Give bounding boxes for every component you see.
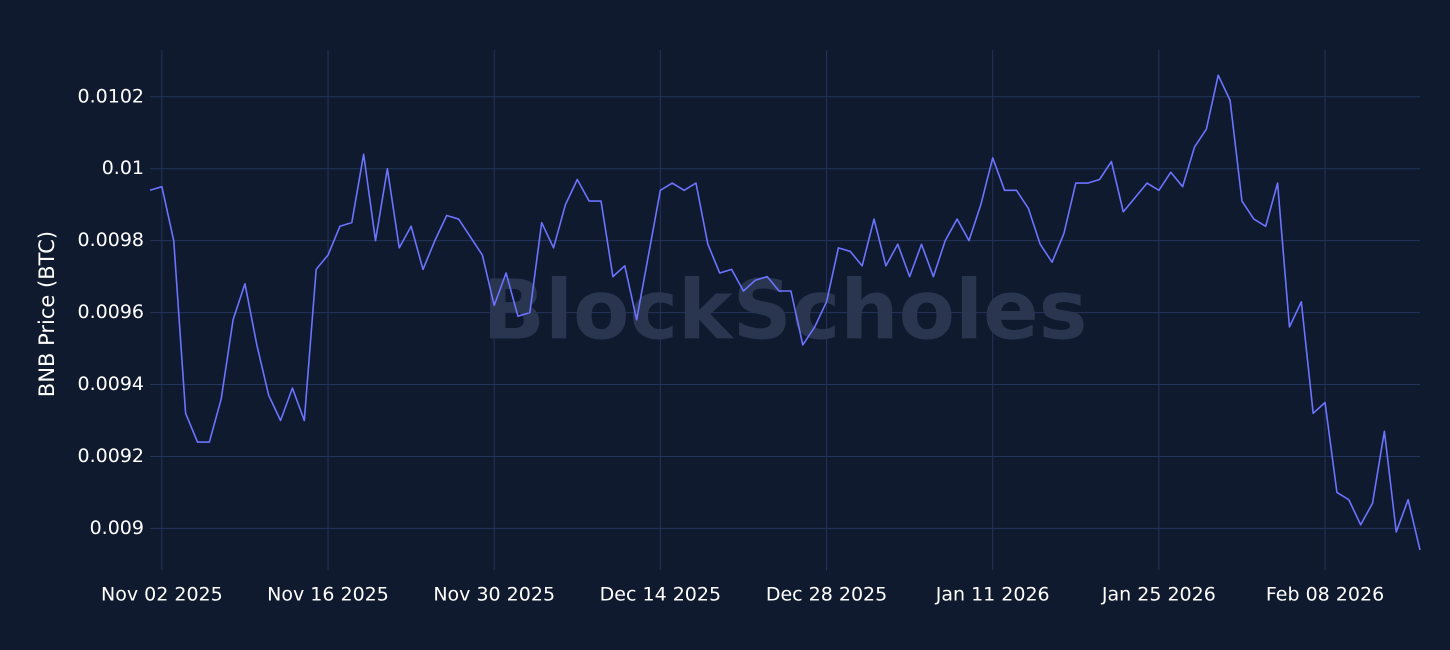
x-tick-label: Nov 30 2025 (433, 584, 555, 606)
x-tick-label: Feb 08 2026 (1266, 584, 1384, 606)
watermark: BlockScholes (483, 263, 1088, 358)
y-tick-label: 0.01 (102, 157, 144, 179)
y-tick-label: 0.009 (90, 517, 144, 539)
price-line (149, 74, 1421, 551)
x-tick-label: Nov 16 2025 (267, 584, 389, 606)
y-tick-label: 0.0092 (78, 445, 144, 467)
y-tick-label: 0.0094 (78, 373, 144, 395)
y-tick-label: 0.0098 (78, 229, 144, 251)
y-tick-label: 0.0102 (78, 85, 144, 107)
x-tick-label: Dec 14 2025 (600, 584, 721, 606)
x-tick-label: Nov 02 2025 (101, 584, 223, 606)
x-tick-label: Jan 11 2026 (935, 584, 1050, 606)
x-tick-label: Dec 28 2025 (766, 584, 887, 606)
y-axis-label: BNB Price (BTC) (35, 231, 59, 397)
y-tick-label: 0.0096 (78, 301, 144, 323)
x-tick-label: Jan 25 2026 (1101, 584, 1216, 606)
